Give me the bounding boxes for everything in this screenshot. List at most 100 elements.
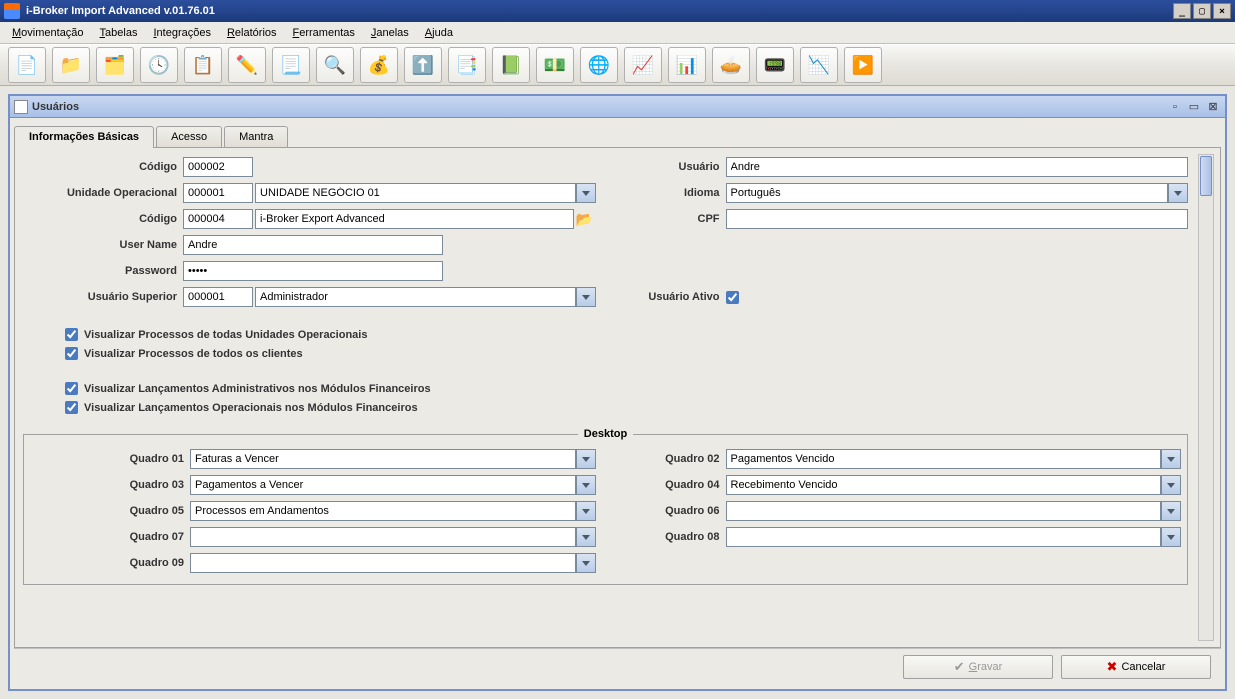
toolbar-btn-19[interactable]: 📉 [800,47,838,83]
label-q2: Quadro 02 [616,453,726,465]
superior-name-field[interactable] [255,287,576,307]
menu-movimentacao[interactable]: Movimentação [4,25,92,41]
toolbar-btn-4[interactable]: 🕓 [140,47,178,83]
tab-acesso[interactable]: Acesso [156,126,222,147]
label-codigo1: Código [23,161,183,173]
tab-mantra[interactable]: Mantra [224,126,288,147]
idioma-dropdown-btn[interactable] [1168,183,1188,203]
mdi-minimize-icon[interactable]: ▫ [1167,100,1183,114]
chk-label-3: Visualizar Lançamentos Administrativos n… [84,383,431,395]
cancelar-button[interactable]: ✖ Cancelar [1061,655,1211,679]
menu-tabelas[interactable]: Tabelas [92,25,146,41]
tab-info-basicas[interactable]: Informações Básicas [14,126,154,147]
close-button[interactable]: × [1213,3,1231,19]
label-usuario: Usuário [616,161,726,173]
tabs: Informações Básicas Acesso Mantra [14,126,1221,148]
window-icon [14,100,28,114]
toolbar-btn-16[interactable]: 📊 [668,47,706,83]
quadro05-field[interactable] [190,501,576,521]
quadro03-field[interactable] [190,475,576,495]
menu-ferramentas[interactable]: Ferramentas [285,25,363,41]
label-q8: Quadro 08 [616,531,726,543]
label-superior: Usuário Superior [23,291,183,303]
scrollbar[interactable] [1198,154,1214,641]
quadro07-field[interactable] [190,527,576,547]
codigo2-code-field[interactable] [183,209,253,229]
menu-janelas[interactable]: Janelas [363,25,417,41]
toolbar-btn-2[interactable]: 📁 [52,47,90,83]
chk-lancamentos-oper[interactable] [65,401,78,414]
button-bar: ✔ Gravar ✖ Cancelar [14,648,1221,685]
cpf-field[interactable] [726,209,1189,229]
quadro01-field[interactable] [190,449,576,469]
toolbar-btn-8[interactable]: 🔍 [316,47,354,83]
titlebar: i-Broker Import Advanced v.01.76.01 _ ▢ … [0,0,1235,22]
chk-visualizar-unidades[interactable] [65,328,78,341]
codigo2-name-field[interactable] [255,209,574,229]
quadro07-dropdown-btn[interactable] [576,527,596,547]
toolbar-btn-15[interactable]: 📈 [624,47,662,83]
unidade-name-field[interactable] [255,183,576,203]
toolbar-btn-12[interactable]: 📗 [492,47,530,83]
quadro02-dropdown-btn[interactable] [1161,449,1181,469]
toolbar-btn-5[interactable]: 📋 [184,47,222,83]
quadro08-dropdown-btn[interactable] [1161,527,1181,547]
toolbar-btn-1[interactable]: 📄 [8,47,46,83]
toolbar-btn-6[interactable]: ✏️ [228,47,266,83]
quadro06-field[interactable] [726,501,1162,521]
quadro01-dropdown-btn[interactable] [576,449,596,469]
mdi-maximize-icon[interactable]: ▭ [1186,100,1202,114]
window-title: i-Broker Import Advanced v.01.76.01 [26,5,1171,17]
quadro09-field[interactable] [190,553,576,573]
maximize-button[interactable]: ▢ [1193,3,1211,19]
chk-label-4: Visualizar Lançamentos Operacionais nos … [84,402,418,414]
toolbar-btn-13[interactable]: 💵 [536,47,574,83]
quadro04-dropdown-btn[interactable] [1161,475,1181,495]
password-field[interactable] [183,261,443,281]
chk-visualizar-clientes[interactable] [65,347,78,360]
toolbar-btn-11[interactable]: 📑 [448,47,486,83]
unidade-dropdown-btn[interactable] [576,183,596,203]
label-q3: Quadro 03 [30,479,190,491]
usuario-field[interactable] [726,157,1189,177]
toolbar-btn-9[interactable]: 💰 [360,47,398,83]
quadro08-field[interactable] [726,527,1162,547]
chk-lancamentos-admin[interactable] [65,382,78,395]
quadro06-dropdown-btn[interactable] [1161,501,1181,521]
menu-integracoes[interactable]: Integrações [145,25,219,41]
menu-ajuda[interactable]: Ajuda [417,25,461,41]
label-idioma: Idioma [616,187,726,199]
toolbar-btn-20[interactable]: ▶️ [844,47,882,83]
toolbar-btn-3[interactable]: 🗂️ [96,47,134,83]
quadro04-field[interactable] [726,475,1162,495]
quadro09-dropdown-btn[interactable] [576,553,596,573]
quadro02-field[interactable] [726,449,1162,469]
minimize-button[interactable]: _ [1173,3,1191,19]
toolbar-btn-18[interactable]: 📟 [756,47,794,83]
menu-relatorios[interactable]: Relatórios [219,25,285,41]
java-icon [4,3,20,19]
folder-icon[interactable]: 📂 [574,209,596,229]
label-q5: Quadro 05 [30,505,190,517]
toolbar: 📄 📁 🗂️ 🕓 📋 ✏️ 📃 🔍 💰 ⬆️ 📑 📗 💵 🌐 📈 📊 🥧 📟 📉… [0,44,1235,86]
codigo1-field[interactable] [183,157,253,177]
quadro05-dropdown-btn[interactable] [576,501,596,521]
mdi-close-icon[interactable]: ⊠ [1205,100,1221,114]
label-q7: Quadro 07 [30,531,190,543]
menubar: Movimentação Tabelas Integrações Relatór… [0,22,1235,44]
toolbar-btn-17[interactable]: 🥧 [712,47,750,83]
username-field[interactable] [183,235,443,255]
gravar-button[interactable]: ✔ Gravar [903,655,1053,679]
scrollbar-thumb[interactable] [1200,156,1212,196]
ativo-checkbox[interactable] [726,291,739,304]
quadro03-dropdown-btn[interactable] [576,475,596,495]
toolbar-btn-10[interactable]: ⬆️ [404,47,442,83]
toolbar-btn-7[interactable]: 📃 [272,47,310,83]
superior-dropdown-btn[interactable] [576,287,596,307]
desktop-fieldset: Desktop Quadro 01 Quadro 03 Quadro 05 Qu… [23,428,1188,585]
unidade-code-field[interactable] [183,183,253,203]
label-ativo: Usuário Ativo [616,291,726,303]
superior-code-field[interactable] [183,287,253,307]
idioma-field[interactable] [726,183,1169,203]
toolbar-btn-14[interactable]: 🌐 [580,47,618,83]
